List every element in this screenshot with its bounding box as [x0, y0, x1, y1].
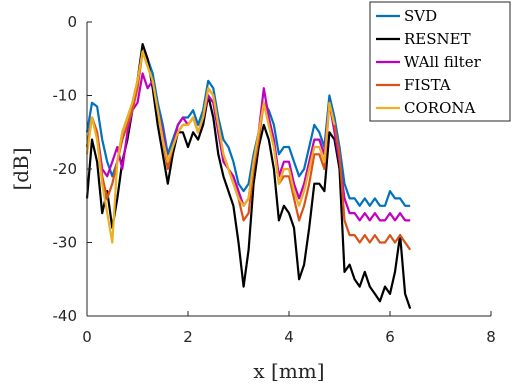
- x-tick-label-3: 6: [385, 328, 395, 346]
- plot-lines: [85, 42, 412, 309]
- series-line-4: [85, 50, 336, 244]
- legend-label-2: WAll filter: [404, 53, 482, 71]
- y-tick-label-4: -40: [53, 307, 78, 325]
- ticks: 0 2 4 6 8 0 -10 -20 -30 -40: [53, 13, 496, 346]
- series-line-3: [85, 50, 412, 251]
- y-tick-label-2: -20: [53, 160, 78, 178]
- x-tick-label-4: 8: [486, 328, 496, 346]
- legend-label-4: CORONA: [404, 99, 475, 117]
- y-tick-label-3: -30: [53, 234, 78, 252]
- legend: SVD RESNET WAll filter FISTA CORONA: [369, 1, 511, 122]
- legend-label-3: FISTA: [404, 76, 451, 94]
- x-tick-label-2: 4: [284, 328, 294, 346]
- legend-label-0: SVD: [404, 7, 437, 25]
- series-line-0: [85, 50, 411, 207]
- x-tick-label-0: 0: [82, 328, 92, 346]
- legend-label-1: RESNET: [404, 30, 471, 48]
- x-axis-label: x [mm]: [253, 359, 324, 383]
- x-tick-label-1: 2: [183, 328, 193, 346]
- y-axis-label: [dB]: [9, 147, 33, 190]
- y-tick-label-0: 0: [67, 13, 77, 31]
- series-line-1: [85, 42, 412, 309]
- y-tick-label-1: -10: [53, 87, 78, 105]
